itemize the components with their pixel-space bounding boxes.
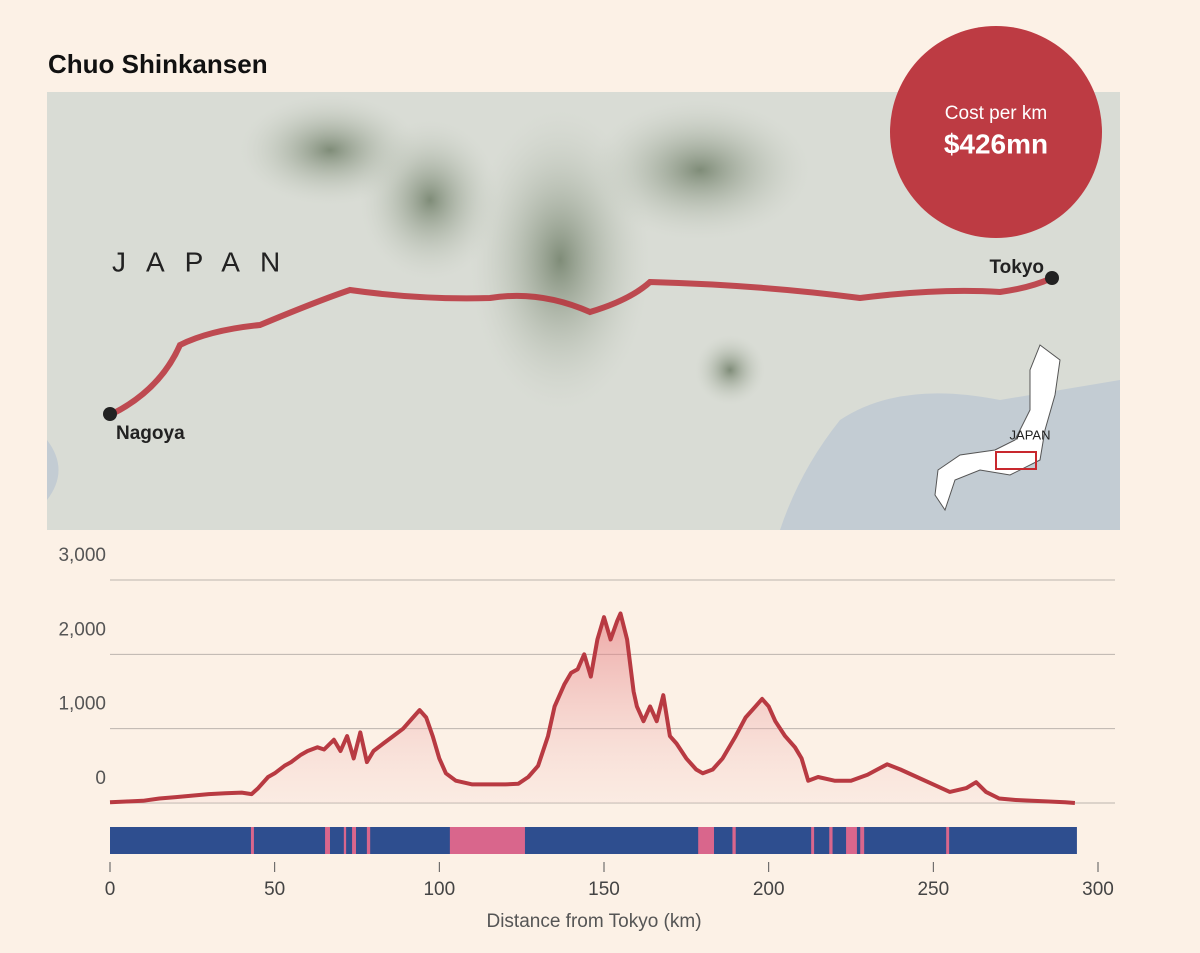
badge-label: Cost per km: [945, 103, 1047, 124]
strip-segment: [860, 827, 865, 854]
mountains: [695, 335, 765, 405]
strip-segment: [846, 827, 857, 854]
x-tick-label: 100: [423, 879, 455, 900]
region-label: JAPAN: [112, 246, 300, 277]
badge: [890, 26, 1102, 238]
y-tick-label: 0: [95, 768, 106, 789]
strip-segment: [829, 827, 833, 854]
x-tick-label: 0: [105, 879, 116, 900]
strip-segment: [698, 827, 714, 854]
strip-segment: [352, 827, 357, 854]
strip-segment: [449, 827, 525, 854]
route: [110, 275, 1054, 417]
y-tick-label: 2,000: [58, 619, 106, 640]
title: Chuo Shinkansen: [48, 49, 268, 79]
inset-label: JAPAN: [1010, 427, 1051, 442]
x-tick-label: 250: [917, 879, 949, 900]
strip-segment: [343, 827, 347, 854]
mountains: [590, 100, 810, 240]
x-axis-label: Distance from Tokyo (km): [486, 911, 701, 932]
area: [110, 613, 1075, 803]
city-label: Tokyo: [989, 257, 1044, 278]
y-tick-label: 1,000: [58, 694, 106, 715]
inset-box: [995, 451, 1037, 470]
line: [109, 611, 1076, 805]
mountains: [240, 95, 420, 205]
strip-segment: [366, 827, 371, 854]
strip-segment: [946, 827, 950, 854]
strip-segment: [811, 827, 815, 854]
y-tick-label: 3,000: [58, 545, 106, 566]
chart: 0 1,000 2,000 3,000 0 50 100 150 200 250 300 Distan…: [58, 545, 1115, 932]
strip: [110, 827, 1077, 854]
strip-segment: [732, 827, 736, 854]
x-tick-label: 300: [1082, 879, 1114, 900]
strip-segment: [250, 827, 254, 854]
map: JAPAN Tokyo Nagoya JAPAN Cost per km $42…: [47, 26, 1120, 530]
city-dot: [103, 407, 117, 421]
x-tick-label: 50: [264, 879, 285, 900]
badge-value: $426mn: [944, 128, 1048, 159]
city-dot: [1045, 271, 1059, 285]
x-tick-label: 150: [588, 879, 620, 900]
sea: [47, 380, 1120, 530]
city-label: Nagoya: [116, 423, 185, 444]
x-tick-label: 200: [753, 879, 785, 900]
strip-segment: [325, 827, 330, 854]
inset-japan: [934, 344, 1061, 512]
